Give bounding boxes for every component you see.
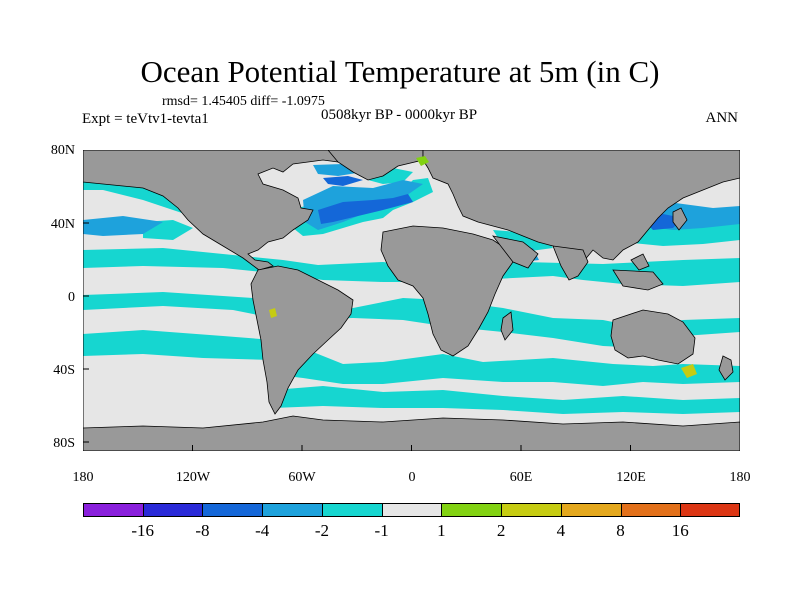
legend-swatch [262, 503, 322, 517]
lon-label-120e: 120E [616, 470, 646, 485]
lon-label-60e: 60E [509, 470, 533, 485]
season-label: ANN [705, 110, 739, 126]
yellow-anomaly-patch [681, 364, 697, 378]
green-anomaly-patch [416, 156, 429, 166]
legend-tick-label: 2 [496, 521, 506, 540]
world-map [83, 150, 740, 451]
legend-tick-label: 16 [671, 521, 689, 540]
legend-tick-label: -1 [374, 521, 389, 540]
lon-label-0: 0 [408, 470, 416, 485]
lat-label-40n: 40N [50, 217, 75, 232]
lat-label-40s: 40S [53, 363, 75, 378]
legend-tick-label: 1 [437, 521, 446, 540]
lon-label-180w: 180 [72, 470, 94, 485]
legend-swatch [321, 503, 382, 517]
period-label: 0508kyr BP - 0000kyr BP [321, 107, 478, 123]
legend-swatch [83, 503, 143, 517]
legend-tick-label: -2 [314, 521, 329, 540]
legend-swatch [142, 503, 203, 517]
color-legend [83, 503, 740, 517]
legend-tick-label: 4 [556, 521, 566, 540]
lat-label-0: 0 [68, 290, 75, 305]
legend-swatch [620, 503, 681, 517]
experiment-label: Expt = teVtv1-tevta1 [82, 111, 209, 127]
map-title: Ocean Potential Temperature at 5m (in C) [140, 54, 660, 89]
legend-tick-label: -16 [131, 521, 155, 540]
legend-swatch [680, 503, 740, 517]
axis-ticks [83, 150, 631, 451]
legend-swatch [501, 503, 561, 517]
yellow-anomaly-patch-andes [269, 308, 277, 318]
legend-tick-label: -8 [195, 521, 210, 540]
lat-label-80n: 80N [50, 143, 75, 158]
legend-swatch [202, 503, 263, 517]
lon-label-120w: 120W [175, 470, 211, 485]
land-masses [83, 150, 740, 451]
lon-label-180e: 180 [729, 470, 751, 485]
legend-tick-label: -4 [255, 521, 270, 540]
legend-swatch [441, 503, 502, 517]
legend-swatch [560, 503, 621, 517]
legend-tick-label: 8 [616, 521, 625, 540]
lat-label-80s: 80S [53, 436, 75, 451]
lon-label-60w: 60W [288, 470, 316, 485]
stats-line: rmsd= 1.45405 diff= -1.0975 [162, 94, 325, 109]
legend-swatch [381, 503, 442, 517]
